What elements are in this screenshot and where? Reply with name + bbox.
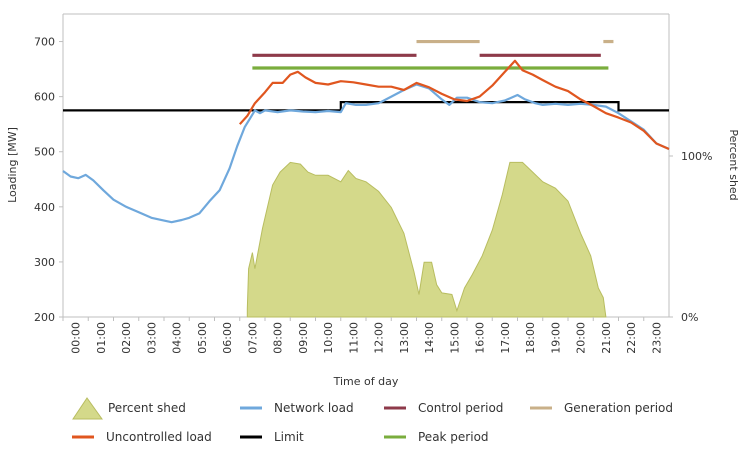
x-tick-label: 09:00 [297,322,310,354]
x-axis-ticks: 00:00 01:00 02:00 03:00 04:00 05:00 06:00 07:00… [62,317,663,354]
legend-swatch-percent-shed [72,397,103,420]
x-tick-label: 22:00 [625,322,638,354]
y2-tick-label: 100% [681,150,712,163]
x-tick-label: 10:00 [322,322,335,354]
network-load-line [62,83,670,224]
legend-label: Uncontrolled load [106,430,212,444]
percent-shed-area-layer [246,161,607,318]
x-tick-label: 06:00 [221,322,234,354]
legend: Percent shed Network load Control period Ge… [72,397,673,444]
y-tick-label: 200 [34,311,55,324]
legend-label: Limit [274,430,304,444]
x-tick-label: 02:00 [120,322,133,354]
x-tick-label: 17:00 [499,322,512,354]
y-tick-label: 600 [34,91,55,104]
y-tick-label: 700 [34,36,55,49]
legend-label: Network load [274,401,354,415]
x-tick-label: 21:00 [600,322,613,354]
y-tick-label: 400 [34,201,55,214]
x-tick-label: 16:00 [474,322,487,354]
x-tick-label: 14:00 [423,322,436,354]
x-tick-label: 15:00 [448,322,461,354]
legend-label: Control period [418,401,503,415]
x-tick-label: 04:00 [171,322,184,354]
x-tick-label: 07:00 [246,322,259,354]
legend-label: Peak period [418,430,489,444]
y2-tick-label: 0% [681,311,698,324]
x-tick-label: 13:00 [398,322,411,354]
x-tick-label: 03:00 [145,322,158,354]
y-axis-ticks: 200 300 400 500 600 700 [34,36,63,324]
y2-axis-ticks: 0% 100% [669,150,712,324]
x-tick-label: 05:00 [196,322,209,354]
x-tick-label: 12:00 [373,322,386,354]
x-tick-label: 01:00 [95,322,108,354]
uncontrolled-load-line [238,59,670,151]
y2-axis-label: Percent shed [727,129,740,200]
x-tick-label: 08:00 [272,322,285,354]
y-axis-label: Loading [MW] [6,127,19,203]
percent-shed-area [246,161,607,318]
x-axis-label: Time of day [333,375,399,388]
legend-label: Generation period [564,401,673,415]
x-tick-label: 19:00 [549,322,562,354]
x-tick-label: 00:00 [70,322,83,354]
x-tick-label: 20:00 [575,322,588,354]
y-tick-label: 500 [34,146,55,159]
legend-label: Percent shed [108,401,186,415]
y-tick-label: 300 [34,256,55,269]
x-tick-label: 11:00 [347,322,360,354]
x-tick-label: 18:00 [524,322,537,354]
x-tick-label: 23:00 [650,322,663,354]
period-bars-layer [252,39,614,70]
load-series-layer [62,59,670,224]
